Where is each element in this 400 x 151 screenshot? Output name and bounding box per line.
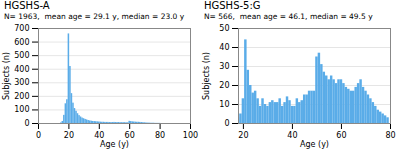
svg-text:80: 80 [385, 131, 395, 140]
svg-text:20: 20 [238, 131, 248, 140]
svg-text:700: 700 [14, 24, 29, 33]
svg-text:100: 100 [14, 105, 29, 114]
svg-text:60: 60 [124, 131, 135, 141]
svg-text:Age (y): Age (y) [100, 140, 129, 149]
svg-text:300: 300 [14, 78, 29, 87]
svg-text:80: 80 [155, 131, 165, 140]
svg-text:Subjects (n): Subjects (n) [2, 52, 11, 100]
svg-text:Subjects (n): Subjects (n) [202, 52, 211, 100]
svg-text:200: 200 [14, 92, 29, 101]
svg-text:400: 400 [14, 65, 29, 74]
html-text:HGSHS-5:G: HGSHS-5:G [204, 0, 261, 11]
svg-text:0: 0 [36, 131, 41, 140]
svg-text:30: 30 [219, 62, 229, 71]
svg-text:600: 600 [14, 38, 29, 47]
svg-text:100: 100 [183, 131, 198, 140]
html-text:N= 1963, mean age = 29.1 y, me: N= 1963, mean age = 29.1 y, median = 23.… [4, 12, 185, 21]
svg-text:40: 40 [287, 131, 297, 140]
svg-text:60: 60 [336, 131, 346, 140]
svg-text:40: 40 [219, 43, 229, 52]
svg-text:20: 20 [219, 81, 229, 90]
svg-text:50: 50 [219, 24, 229, 33]
svg-text:40: 40 [94, 131, 105, 141]
svg-text:10: 10 [219, 100, 229, 109]
html-text:HGSHS-A: HGSHS-A [4, 0, 50, 11]
svg-text:0: 0 [224, 119, 229, 128]
html-text:N= 566, mean age = 46.1, media: N= 566, mean age = 46.1, median = 49.5 y [204, 12, 373, 21]
svg-text:0: 0 [24, 119, 29, 128]
svg-text:500: 500 [14, 51, 29, 60]
svg-text:Age (y): Age (y) [300, 140, 329, 149]
svg-text:20: 20 [64, 131, 74, 140]
